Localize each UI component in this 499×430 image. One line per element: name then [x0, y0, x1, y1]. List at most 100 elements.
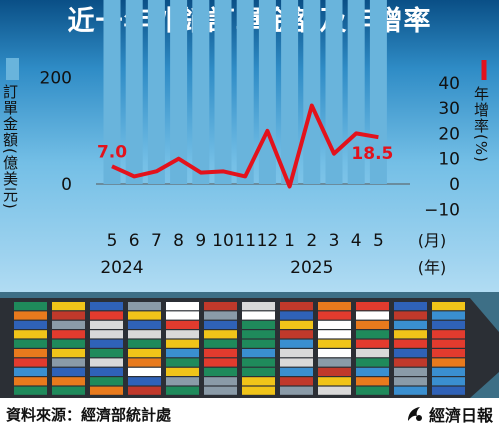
bar — [125, 0, 143, 184]
right-axis-label: 年增率(%) — [472, 86, 490, 163]
container — [166, 349, 199, 358]
container — [14, 358, 47, 367]
container-ship-photo — [0, 292, 499, 398]
container — [280, 367, 313, 376]
container — [14, 311, 47, 320]
year-label: 2024 — [100, 258, 143, 278]
container — [242, 349, 275, 358]
order-amount-legend-swatch — [6, 58, 19, 80]
month-label: 11 — [234, 231, 256, 251]
container — [90, 367, 123, 376]
container — [394, 330, 427, 339]
brand-logo-icon — [407, 407, 422, 421]
left-axis-tick-label: 200 — [40, 68, 72, 88]
container — [318, 386, 351, 395]
container — [90, 302, 123, 311]
container — [280, 302, 313, 311]
container — [204, 349, 237, 358]
container — [128, 302, 161, 311]
container — [166, 320, 199, 329]
container — [166, 358, 199, 367]
bar — [170, 0, 188, 184]
x-axis-labels: 5 6 7 8 9 10 11 12 1 2 3 4 5 (月)2024 2025 (年) — [100, 231, 446, 278]
container — [204, 302, 237, 311]
container — [166, 302, 199, 311]
source-note: 資料來源：經濟部統計處 — [6, 406, 172, 424]
container — [90, 386, 123, 395]
container — [128, 358, 161, 367]
container — [394, 339, 427, 348]
container — [318, 377, 351, 386]
container — [394, 386, 427, 395]
bar — [281, 0, 299, 185]
container — [166, 339, 199, 348]
container — [242, 339, 275, 348]
year-label: 2025 — [290, 258, 333, 278]
container — [14, 339, 47, 348]
month-label: 3 — [329, 231, 340, 251]
container — [90, 377, 123, 386]
container — [318, 330, 351, 339]
container — [242, 386, 275, 395]
container — [432, 339, 465, 348]
container — [280, 311, 313, 320]
container — [356, 377, 389, 386]
container — [432, 367, 465, 376]
month-label: 5 — [107, 231, 118, 251]
month-label: 7 — [151, 231, 162, 251]
container — [242, 311, 275, 320]
container — [52, 377, 85, 386]
right-axis-tick-label: 40 — [438, 74, 460, 94]
container — [14, 320, 47, 329]
month-label: 12 — [257, 231, 279, 251]
container — [280, 377, 313, 386]
container — [280, 386, 313, 395]
rate-value-label: 7.0 — [97, 142, 127, 162]
container — [204, 311, 237, 320]
container — [204, 320, 237, 329]
container — [90, 311, 123, 320]
container — [432, 377, 465, 386]
container — [356, 330, 389, 339]
container — [52, 330, 85, 339]
container — [128, 311, 161, 320]
container — [90, 330, 123, 339]
container — [204, 330, 237, 339]
container — [128, 320, 161, 329]
container — [394, 367, 427, 376]
growth-rate-line — [111, 103, 379, 189]
container — [432, 358, 465, 367]
container — [394, 349, 427, 358]
month-unit-label: (月) — [418, 231, 447, 250]
container — [14, 377, 47, 386]
month-label: 5 — [373, 231, 384, 251]
left-axis-ticks: 6004002000 — [40, 68, 72, 195]
container — [166, 311, 199, 320]
container — [204, 377, 237, 386]
container — [318, 358, 351, 367]
container — [166, 386, 199, 395]
bar — [192, 0, 210, 184]
container — [280, 339, 313, 348]
left-axis-label: 訂單金額(億美元) — [1, 84, 19, 210]
container — [128, 386, 161, 395]
right-axis-tick-label: 30 — [438, 99, 460, 119]
container — [394, 320, 427, 329]
container — [280, 349, 313, 358]
container — [242, 367, 275, 376]
container — [432, 302, 465, 311]
container — [242, 358, 275, 367]
left-axis-tick-label: 0 — [61, 175, 72, 195]
container — [318, 311, 351, 320]
container — [128, 349, 161, 358]
brand: 經濟日報 — [405, 402, 493, 426]
container — [166, 367, 199, 376]
right-axis-tick-label: 0 — [449, 175, 460, 195]
month-label: 2 — [306, 231, 317, 251]
bar — [325, 0, 343, 185]
container — [432, 386, 465, 395]
container — [128, 339, 161, 348]
month-label: 9 — [195, 231, 206, 251]
